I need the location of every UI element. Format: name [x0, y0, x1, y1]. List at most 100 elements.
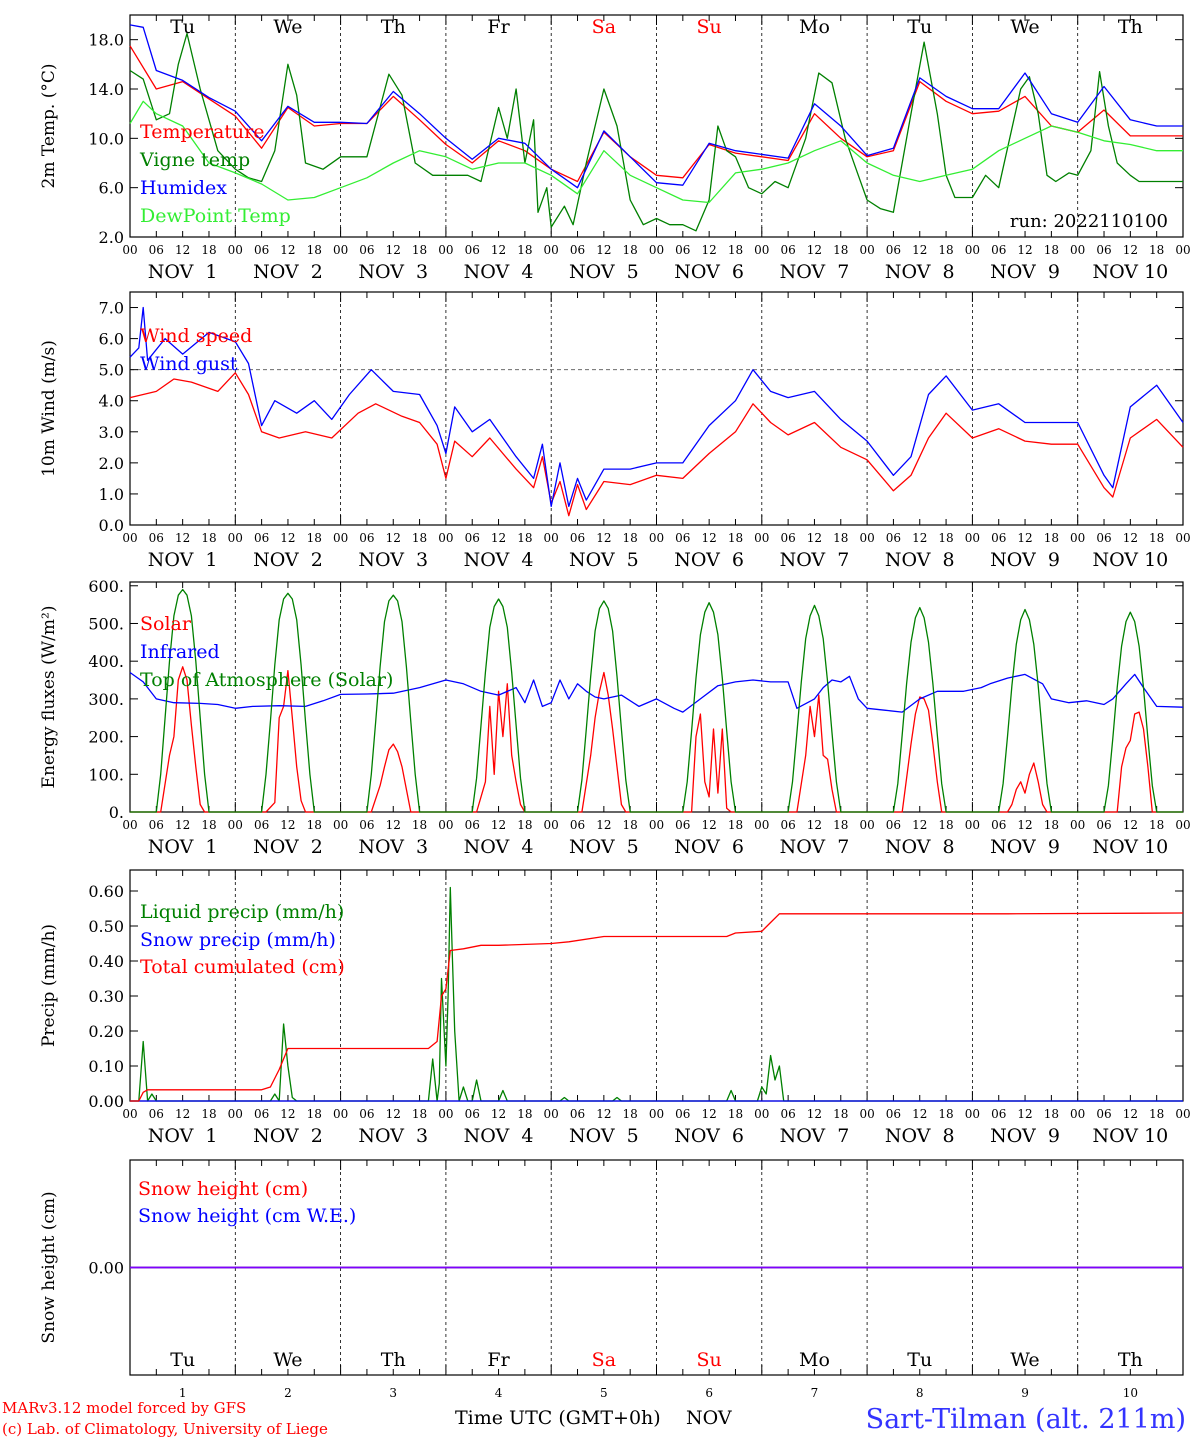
hour-label: 00 — [965, 1107, 980, 1121]
hour-label: 18 — [412, 818, 427, 832]
date-label: NOV 5 — [569, 836, 639, 858]
weekday-label: We — [1010, 1349, 1039, 1371]
hour-label: 12 — [386, 531, 401, 545]
date-label: NOV 9 — [990, 261, 1060, 283]
hour-label: 18 — [307, 1107, 322, 1121]
date-label: NOV 10 — [1092, 1125, 1168, 1147]
date-label: NOV 8 — [885, 1125, 955, 1147]
hour-label: 18 — [1044, 531, 1059, 545]
hour-label: 00 — [859, 818, 874, 832]
hour-label: 18 — [728, 531, 743, 545]
day-number-label: 9 — [1021, 1386, 1029, 1400]
date-label: NOV 8 — [885, 261, 955, 283]
weekday-label: Sa — [592, 1349, 616, 1371]
legend-entry: Snow precip (mm/h) — [140, 929, 336, 951]
y-tick-label: 2.0 — [99, 228, 124, 247]
weekday-label: Su — [697, 1349, 722, 1371]
legend-entry: DewPoint Temp — [140, 205, 291, 227]
date-label: NOV 3 — [358, 549, 428, 571]
hour-label: 18 — [412, 531, 427, 545]
hour-label: 06 — [991, 531, 1006, 545]
y-tick-label: 0.0 — [99, 516, 124, 535]
legend-entry: Temperature — [140, 121, 264, 143]
day-number-label: 4 — [495, 1386, 503, 1400]
hour-label: 18 — [517, 818, 532, 832]
hour-label: 00 — [965, 818, 980, 832]
series-line-humidex — [129, 24, 1183, 189]
hour-label: 12 — [702, 531, 717, 545]
weekday-label: Th — [1118, 16, 1143, 38]
date-label: NOV 9 — [990, 549, 1060, 571]
hour-label: 00 — [1070, 1107, 1085, 1121]
legend-entry: Wind speed — [140, 325, 252, 347]
hour-label: 18 — [201, 531, 216, 545]
hour-label: 18 — [623, 1107, 638, 1121]
y-tick-label: 6.0 — [99, 179, 124, 198]
date-label: NOV 2 — [253, 261, 323, 283]
hour-label: 06 — [254, 531, 269, 545]
hour-label: 18 — [938, 531, 953, 545]
hour-label: 00 — [228, 243, 243, 257]
y-axis-title: Snow height (cm) — [39, 1191, 59, 1343]
hour-label: 12 — [596, 243, 611, 257]
run-label: run: 2022110100 — [1010, 211, 1168, 232]
hour-label: 06 — [359, 1107, 374, 1121]
day-number-label: 7 — [811, 1386, 819, 1400]
hour-label: 18 — [307, 818, 322, 832]
model-credit: MARv3.12 model forced by GFS — [2, 1399, 246, 1417]
y-tick-label: 200. — [88, 728, 124, 747]
hour-label: 06 — [570, 243, 585, 257]
hour-label: 18 — [833, 1107, 848, 1121]
hour-label: 06 — [780, 531, 795, 545]
hour-label: 12 — [1017, 1107, 1032, 1121]
hour-label: 00 — [544, 531, 559, 545]
hour-label: 12 — [386, 1107, 401, 1121]
hour-label: 12 — [491, 818, 506, 832]
hour-label: 06 — [359, 243, 374, 257]
date-label: NOV 2 — [253, 549, 323, 571]
date-label: NOV 4 — [464, 836, 534, 858]
series-line-total-cumulated-cm- — [130, 912, 1184, 1102]
day-number-label: 2 — [284, 1386, 292, 1400]
weekday-label: Mo — [799, 16, 830, 38]
hour-label: 12 — [702, 1107, 717, 1121]
hour-label: 00 — [1175, 1107, 1190, 1121]
date-label: NOV 3 — [358, 261, 428, 283]
hour-label: 06 — [359, 818, 374, 832]
hour-label: 06 — [675, 243, 690, 257]
hour-label: 18 — [307, 531, 322, 545]
weekday-label: We — [273, 1349, 302, 1371]
legend-entry: Infrared — [140, 641, 220, 663]
hour-label: 12 — [702, 243, 717, 257]
series-line-solar — [130, 666, 1183, 813]
hour-label: 00 — [754, 1107, 769, 1121]
hour-label: 12 — [386, 818, 401, 832]
day-number-label: 8 — [916, 1386, 924, 1400]
weekday-label: Th — [381, 16, 406, 38]
hour-label: 12 — [1017, 818, 1032, 832]
hour-label: 00 — [649, 531, 664, 545]
hour-label: 18 — [1149, 1107, 1164, 1121]
hour-label: 18 — [307, 243, 322, 257]
hour-label: 06 — [254, 818, 269, 832]
hour-label: 00 — [544, 243, 559, 257]
date-label: NOV 6 — [674, 836, 744, 858]
y-tick-label: 600. — [88, 577, 124, 596]
panel-precip: 0.00 0.10 0.20 0.30 0.40 0.50 0.60 Precip (mm/h… — [39, 869, 1191, 1147]
hour-label: 12 — [702, 818, 717, 832]
y-tick-label: 1.0 — [99, 485, 124, 504]
copyright-credit: (c) Lab. of Climatology, University of L… — [2, 1420, 328, 1438]
y-tick-label: 14.0 — [88, 80, 124, 99]
date-label: NOV 4 — [464, 1125, 534, 1147]
hour-label: 06 — [780, 1107, 795, 1121]
legend-entry: Liquid precip (mm/h) — [140, 901, 344, 923]
hour-label: 00 — [333, 531, 348, 545]
hour-label: 00 — [1175, 818, 1190, 832]
hour-label: 12 — [912, 531, 927, 545]
date-label: NOV 5 — [569, 1125, 639, 1147]
legend-entry: Solar — [140, 613, 192, 635]
hour-label: 12 — [1123, 531, 1138, 545]
hour-label: 18 — [412, 243, 427, 257]
series-line-top-of-atmosphere-solar- — [130, 588, 1183, 813]
hour-label: 18 — [623, 531, 638, 545]
